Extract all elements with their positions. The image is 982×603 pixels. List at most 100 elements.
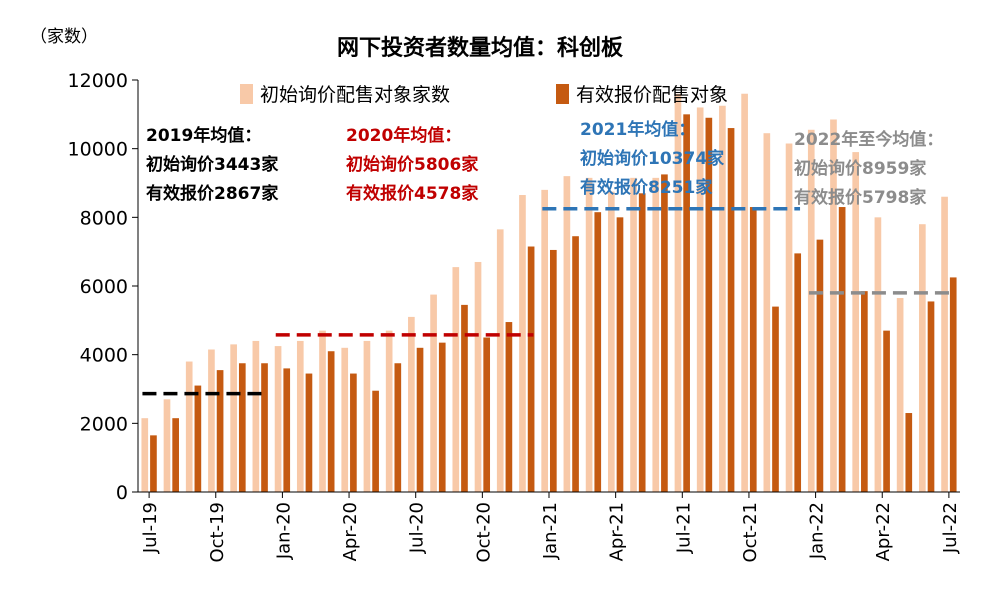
bar-initial-Jun-22 <box>919 224 926 492</box>
bar-effective-Jan-20 <box>283 368 291 492</box>
x-tick-label: Apr-20 <box>340 502 361 561</box>
y-tick-label: 8000 <box>80 207 128 229</box>
annotation-2022-title: 2022年至今均值： <box>794 129 943 150</box>
annotation-2020-initial: 初始询价5806家 <box>346 154 478 175</box>
bar-initial-Feb-22 <box>830 119 837 492</box>
x-axis: Jul-19 Oct-19 Jan-20 Apr-20 Jul-20 Oct-20 Jan-… <box>138 491 961 563</box>
bar-effective-Feb-22 <box>838 207 846 493</box>
bar-initial-Feb-21 <box>563 176 571 492</box>
annotation-2019-title: 2019年均值： <box>146 125 261 146</box>
bar-initial-Feb-20 <box>296 340 304 492</box>
bar-effective-Aug-21 <box>705 117 713 493</box>
bar-initial-Mar-20 <box>319 330 326 492</box>
bar-effective-Sep-20 <box>461 304 468 492</box>
bar-effective-May-21 <box>638 193 646 493</box>
bar-effective-Jul-21 <box>683 114 690 492</box>
x-tick-label: Oct-21 <box>740 502 761 563</box>
bar-initial-May-20 <box>363 340 371 492</box>
bar-initial-Mar-21 <box>585 177 593 492</box>
bar-effective-Nov-19 <box>238 363 246 492</box>
legend-label-initial: 初始询价配售对象家数 <box>260 84 450 106</box>
bar-effective-Feb-20 <box>305 373 313 492</box>
y-tick-label: 0 <box>116 482 128 504</box>
bar-initial-Aug-19 <box>163 399 171 492</box>
annotation-2020-effective: 有效报价4578家 <box>346 183 478 204</box>
bar-initial-Jan-22 <box>807 129 815 493</box>
bar-initial-Dec-19 <box>252 340 260 492</box>
bar-initial-Oct-20 <box>474 261 482 492</box>
bar-initial-Oct-21 <box>741 93 748 492</box>
x-tick-label: Apr-21 <box>607 502 628 561</box>
y-tick-label: 4000 <box>80 345 128 367</box>
bar-effective-Mar-22 <box>861 291 868 492</box>
x-tick-label: Jan-20 <box>273 502 294 560</box>
bar-initial-Jul-20 <box>408 316 415 492</box>
legend-label-effective: 有效报价配售对象 <box>576 84 728 106</box>
bar-initial-Jul-22 <box>941 196 948 492</box>
bar-initial-Apr-21 <box>607 191 615 493</box>
bar-initial-Aug-20 <box>430 294 437 492</box>
bar-effective-Mar-21 <box>594 212 602 492</box>
annotation-2021-title: 2021年均值： <box>580 119 695 140</box>
bars <box>141 93 957 493</box>
bar-initial-Apr-20 <box>341 347 349 492</box>
bar-initial-Jan-21 <box>541 189 548 492</box>
bar-effective-Jun-22 <box>927 301 935 492</box>
chart-title: 网下投资者数量均值：科创板 <box>337 35 624 61</box>
bar-initial-Oct-19 <box>208 349 215 492</box>
bar-initial-Dec-20 <box>519 195 526 492</box>
annotation-2021-initial: 初始询价10374家 <box>580 148 724 169</box>
bar-effective-Jul-22 <box>949 277 957 492</box>
bar-effective-Jun-21 <box>661 174 668 492</box>
bar-initial-May-22 <box>896 298 904 492</box>
y-axis: 0 2000 4000 6000 8000 10000 12000 <box>68 70 139 504</box>
annotation-2020: 2020年均值： 初始询价5806家 有效报价4578家 <box>346 125 478 204</box>
bar-effective-May-20 <box>372 390 379 492</box>
bar-effective-Jul-20 <box>416 347 424 492</box>
bar-initial-Apr-22 <box>874 217 882 493</box>
legend: 初始询价配售对象家数 有效报价配售对象 <box>240 84 728 106</box>
bar-initial-Mar-22 <box>852 152 860 492</box>
y-tick-label: 10000 <box>68 139 128 161</box>
bar-effective-Dec-20 <box>527 246 535 492</box>
bar-effective-Nov-21 <box>772 306 779 492</box>
x-tick-label: Apr-22 <box>873 502 894 561</box>
annotation-2020-title: 2020年均值： <box>346 125 461 146</box>
bar-effective-Oct-19 <box>216 370 224 492</box>
bar-effective-Jan-21 <box>550 249 557 492</box>
bar-effective-Apr-22 <box>883 330 890 492</box>
bar-effective-Oct-21 <box>749 207 757 493</box>
bar-effective-May-22 <box>905 413 913 492</box>
annotation-2019: 2019年均值： 初始询价3443家 有效报价2867家 <box>146 125 278 204</box>
x-tick-label: Oct-20 <box>473 502 494 563</box>
bar-effective-Oct-20 <box>483 337 491 492</box>
bar-effective-Apr-20 <box>350 373 357 492</box>
bar-initial-Jun-21 <box>652 177 660 492</box>
bar-effective-Sep-19 <box>194 385 202 492</box>
bar-effective-Mar-20 <box>327 351 335 492</box>
y-tick-label: 12000 <box>68 70 128 92</box>
legend-swatch-initial <box>240 84 253 104</box>
bar-initial-Aug-21 <box>696 107 704 492</box>
y-tick-label: 2000 <box>80 413 128 435</box>
legend-swatch-effective <box>556 84 569 104</box>
y-tick-label: 6000 <box>80 276 128 298</box>
annotation-2022-effective: 有效报价5798家 <box>794 187 926 208</box>
bar-initial-Sep-21 <box>719 105 726 492</box>
bar-initial-Sep-20 <box>452 267 460 492</box>
bar-effective-Sep-21 <box>727 128 735 493</box>
bar-effective-Jul-19 <box>150 435 157 492</box>
x-tick-label: Oct-19 <box>207 502 228 563</box>
x-tick-label: Jul-21 <box>673 502 694 554</box>
bar-effective-Feb-21 <box>572 236 579 492</box>
x-tick-label: Jan-21 <box>540 502 561 560</box>
annotation-2022-initial: 初始询价8959家 <box>794 158 926 179</box>
bar-effective-Nov-20 <box>505 322 513 492</box>
bar-initial-Dec-21 <box>785 143 793 492</box>
bar-initial-Nov-20 <box>496 229 504 492</box>
average-lines <box>142 206 956 396</box>
bar-effective-Jan-22 <box>816 239 824 492</box>
bar-effective-Apr-21 <box>616 217 624 493</box>
annotation-2019-initial: 初始询价3443家 <box>146 154 278 175</box>
